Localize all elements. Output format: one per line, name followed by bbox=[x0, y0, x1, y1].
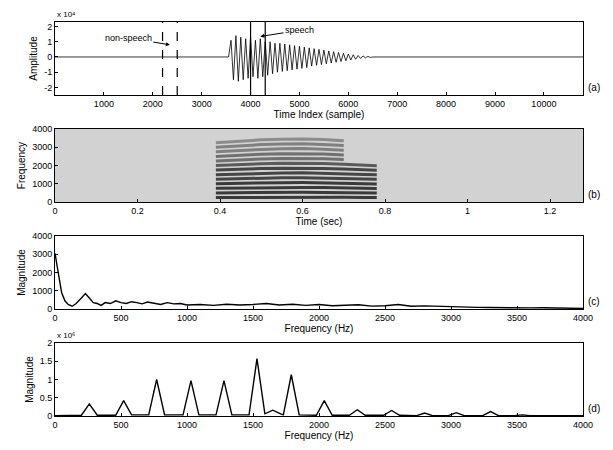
svg-text:1: 1 bbox=[47, 375, 52, 385]
svg-text:0: 0 bbox=[47, 304, 52, 314]
svg-text:9000: 9000 bbox=[485, 99, 505, 109]
svg-text:3500: 3500 bbox=[507, 420, 527, 430]
svg-text:2500: 2500 bbox=[375, 313, 395, 323]
svg-text:0: 0 bbox=[52, 420, 57, 430]
svg-text:Frequency: Frequency bbox=[16, 142, 27, 189]
svg-text:3500: 3500 bbox=[507, 313, 527, 323]
svg-text:1000: 1000 bbox=[32, 179, 52, 189]
svg-text:500: 500 bbox=[113, 313, 128, 323]
svg-text:2000: 2000 bbox=[32, 268, 52, 278]
svg-text:(b): (b) bbox=[588, 189, 600, 200]
svg-text:0.8: 0.8 bbox=[379, 206, 392, 216]
svg-text:3000: 3000 bbox=[32, 142, 52, 152]
svg-text:500: 500 bbox=[113, 420, 128, 430]
svg-text:4000: 4000 bbox=[573, 313, 593, 323]
svg-text:8000: 8000 bbox=[436, 99, 456, 109]
svg-text:7000: 7000 bbox=[387, 99, 407, 109]
svg-text:5000: 5000 bbox=[289, 99, 309, 109]
svg-text:1.2: 1.2 bbox=[544, 206, 557, 216]
svg-text:1: 1 bbox=[47, 37, 52, 47]
svg-text:2000: 2000 bbox=[309, 420, 329, 430]
svg-text:3000: 3000 bbox=[441, 313, 461, 323]
svg-text:-2: -2 bbox=[44, 83, 52, 93]
svg-text:0.6: 0.6 bbox=[296, 206, 309, 216]
svg-text:2500: 2500 bbox=[375, 420, 395, 430]
svg-text:0.5: 0.5 bbox=[40, 393, 53, 403]
svg-text:Frequency (Hz): Frequency (Hz) bbox=[285, 430, 354, 441]
svg-text:1000: 1000 bbox=[177, 420, 197, 430]
svg-text:1000: 1000 bbox=[177, 313, 197, 323]
svg-text:3000: 3000 bbox=[192, 99, 212, 109]
svg-text:2: 2 bbox=[47, 22, 52, 32]
svg-text:speech: speech bbox=[285, 25, 314, 35]
svg-text:0: 0 bbox=[47, 411, 52, 421]
svg-text:2: 2 bbox=[47, 338, 52, 348]
svg-text:Frequency (Hz): Frequency (Hz) bbox=[285, 323, 354, 334]
svg-text:(a): (a) bbox=[588, 82, 600, 93]
svg-text:1000: 1000 bbox=[32, 286, 52, 296]
svg-text:6000: 6000 bbox=[338, 99, 358, 109]
svg-text:non-speech: non-speech bbox=[105, 33, 152, 43]
svg-text:(c): (c) bbox=[588, 296, 600, 307]
svg-text:x 10⁴: x 10⁴ bbox=[57, 10, 76, 19]
svg-text:1: 1 bbox=[465, 206, 470, 216]
svg-text:2000: 2000 bbox=[309, 313, 329, 323]
svg-text:Time (sec): Time (sec) bbox=[296, 216, 343, 227]
svg-text:4000: 4000 bbox=[32, 124, 52, 134]
svg-text:4000: 4000 bbox=[241, 99, 261, 109]
svg-text:2000: 2000 bbox=[32, 161, 52, 171]
svg-text:0: 0 bbox=[52, 206, 57, 216]
svg-text:Magnitude: Magnitude bbox=[16, 249, 27, 296]
svg-text:Amplitude: Amplitude bbox=[28, 36, 39, 81]
svg-text:0: 0 bbox=[47, 197, 52, 207]
svg-text:(d): (d) bbox=[588, 403, 600, 414]
svg-text:Magnitude: Magnitude bbox=[24, 356, 35, 403]
svg-text:0: 0 bbox=[52, 313, 57, 323]
svg-text:10000: 10000 bbox=[531, 99, 556, 109]
svg-text:x 10⁶: x 10⁶ bbox=[57, 331, 75, 340]
svg-text:2000: 2000 bbox=[143, 99, 163, 109]
svg-text:3000: 3000 bbox=[32, 249, 52, 259]
svg-text:0.4: 0.4 bbox=[214, 206, 227, 216]
svg-text:3000: 3000 bbox=[441, 420, 461, 430]
svg-text:4000: 4000 bbox=[573, 420, 593, 430]
svg-text:0.2: 0.2 bbox=[131, 206, 144, 216]
svg-text:-1: -1 bbox=[44, 67, 52, 77]
svg-text:1.5: 1.5 bbox=[40, 356, 53, 366]
svg-text:1500: 1500 bbox=[243, 313, 263, 323]
svg-text:4000: 4000 bbox=[32, 231, 52, 241]
svg-text:1500: 1500 bbox=[243, 420, 263, 430]
svg-text:1000: 1000 bbox=[94, 99, 114, 109]
svg-text:Time Index (sample): Time Index (sample) bbox=[274, 109, 365, 120]
svg-text:0: 0 bbox=[47, 52, 52, 62]
